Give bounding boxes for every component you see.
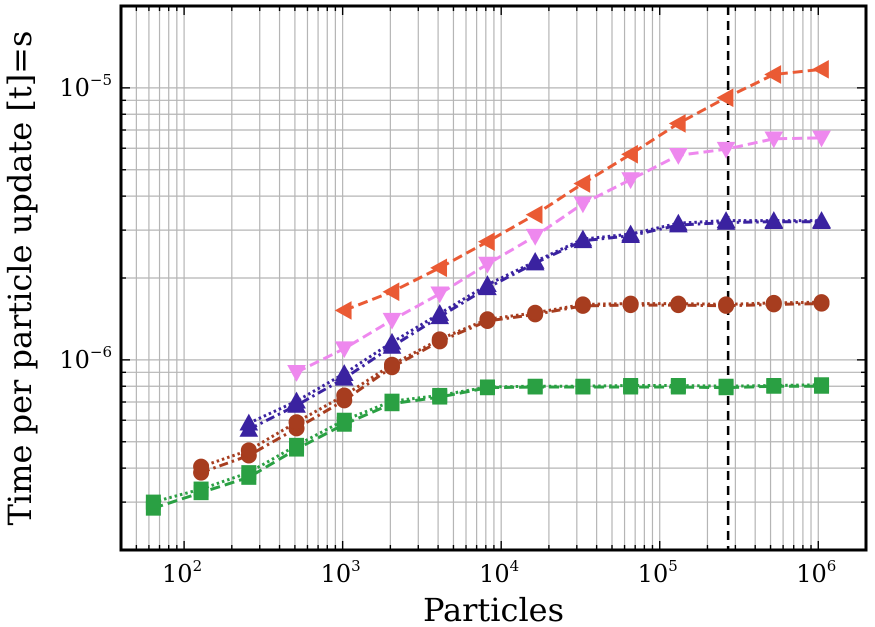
data-point (621, 172, 640, 190)
data-point (527, 378, 543, 394)
data-point (383, 356, 400, 373)
data-point (430, 258, 448, 278)
x-axis-title: Particles (423, 591, 564, 627)
data-point (289, 437, 305, 453)
data-point (193, 458, 210, 475)
data-point (765, 294, 782, 311)
y-tick-label: 10−5 (59, 71, 112, 102)
data-point (814, 377, 830, 393)
data-point (812, 130, 831, 148)
data-point (527, 304, 544, 321)
data-point (621, 224, 640, 242)
data-point (382, 332, 402, 350)
data-point (240, 442, 257, 459)
data-point (287, 365, 306, 382)
data-point (764, 65, 782, 84)
data-point (193, 481, 209, 497)
data-point (336, 412, 352, 428)
data-point (525, 205, 543, 224)
data-point (669, 213, 688, 231)
series-layer (145, 59, 831, 516)
series-1 (145, 377, 830, 510)
data-point (573, 229, 593, 247)
data-point (432, 387, 448, 403)
x-tick-label: 104 (479, 557, 519, 588)
series-6 (287, 130, 831, 382)
data-point (716, 88, 734, 108)
data-point (336, 387, 353, 404)
data-point (670, 295, 687, 312)
data-point (716, 211, 736, 228)
x-tick-label: 106 (796, 557, 836, 588)
data-point (813, 294, 830, 311)
series-line (200, 300, 822, 469)
x-tick-label: 105 (638, 557, 678, 588)
plot-frame (119, 4, 868, 552)
data-point (718, 296, 735, 313)
data-point (334, 364, 354, 381)
data-point (621, 144, 638, 164)
data-point (334, 341, 354, 359)
data-point (431, 331, 448, 348)
y-axis-title: Time per particle update [t]=s (1, 31, 39, 526)
data-point (525, 251, 545, 269)
data-point (623, 378, 639, 394)
x-tick-label: 103 (321, 557, 361, 588)
data-point (668, 114, 686, 133)
tick-labels: 102 103 104 105 106 10−6 10−5 (59, 71, 836, 588)
data-point (669, 148, 688, 165)
data-point (670, 378, 686, 394)
series-line (343, 67, 822, 312)
data-point (478, 275, 497, 292)
data-point (812, 59, 829, 79)
data-point (574, 296, 591, 313)
data-point (479, 311, 496, 328)
data-point (766, 378, 782, 394)
series-line (295, 136, 822, 374)
data-point (764, 131, 784, 149)
y-tick-label: 10−6 (59, 343, 112, 374)
series-3 (193, 294, 830, 475)
data-point (764, 211, 784, 228)
data-point (430, 286, 450, 304)
series-7 (334, 59, 829, 320)
data-point (716, 141, 736, 159)
data-point (479, 379, 495, 395)
data-point (622, 295, 639, 312)
data-point (334, 301, 352, 320)
data-point (382, 312, 402, 330)
data-point (575, 378, 591, 394)
data-point (718, 378, 734, 394)
data-point (812, 211, 831, 228)
series-5 (239, 211, 831, 431)
data-point (573, 196, 593, 214)
x-tick-label: 102 (162, 557, 202, 588)
data-point (477, 232, 495, 252)
data-point (382, 282, 400, 302)
series-line (153, 383, 822, 504)
data-point (241, 465, 257, 481)
data-point (573, 174, 591, 193)
data-point (384, 393, 400, 409)
data-point (288, 414, 305, 431)
data-point (525, 228, 545, 246)
data-point (145, 494, 161, 510)
data-point (239, 413, 259, 431)
grid (120, 5, 867, 551)
data-point (430, 304, 450, 321)
data-point (287, 391, 306, 409)
data-point (478, 256, 497, 274)
